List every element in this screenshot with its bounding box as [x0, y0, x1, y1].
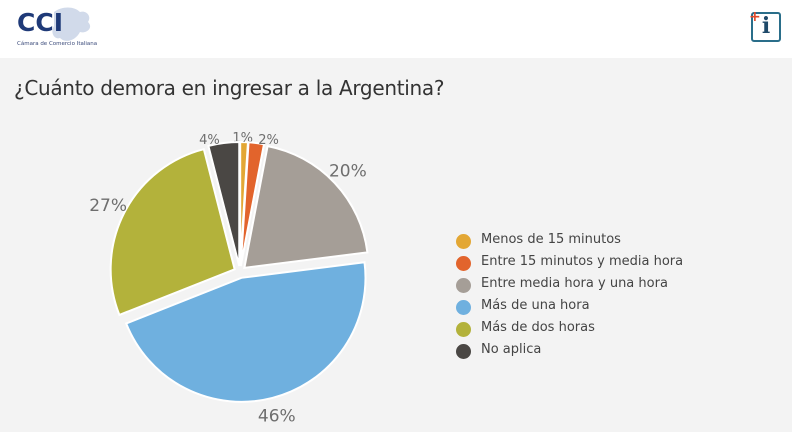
cci-logo[interactable]: CCI Cámara de Comercio Italiana: [14, 4, 104, 52]
pie-data-label: 20%: [329, 162, 367, 182]
argentina-map-icon: [52, 7, 91, 41]
header-bar: CCI Cámara de Comercio Italiana + i: [0, 0, 792, 58]
legend-label: Menos de 15 minutos: [481, 232, 621, 247]
pie-data-label: 4%: [199, 133, 220, 148]
plus-icon: +: [749, 9, 761, 25]
legend-swatch: [456, 322, 471, 337]
legend-swatch: [456, 278, 471, 293]
legend-swatch: [456, 300, 471, 315]
pie-data-label: 46%: [258, 406, 296, 426]
legend-swatch: [456, 256, 471, 271]
pie-slice: [109, 147, 236, 317]
info-icon: i: [761, 13, 771, 39]
logo-subtext: Cámara de Comercio Italiana: [17, 41, 98, 47]
pie-data-label: 2%: [258, 133, 279, 148]
legend-label: No aplica: [481, 342, 542, 357]
pie-data-label: 27%: [89, 196, 127, 216]
legend-swatch: [456, 234, 471, 249]
info-button[interactable]: + i: [749, 9, 781, 42]
logo-text: CCI: [17, 8, 63, 37]
pie-slice: [239, 141, 266, 267]
pie-slice: [207, 141, 241, 267]
legend-label: Entre 15 minutos y media hora: [481, 254, 684, 269]
pie-slice: [124, 261, 367, 403]
chart-title: ¿Cuánto demora en ingresar a la Argentin…: [14, 76, 445, 100]
legend-label: Entre media hora y una hora: [481, 276, 668, 291]
legend-label: Más de dos horas: [481, 320, 595, 335]
pie-slice: [243, 144, 369, 270]
legend-label: Más de una hora: [481, 298, 590, 313]
legend-swatch: [456, 344, 471, 359]
